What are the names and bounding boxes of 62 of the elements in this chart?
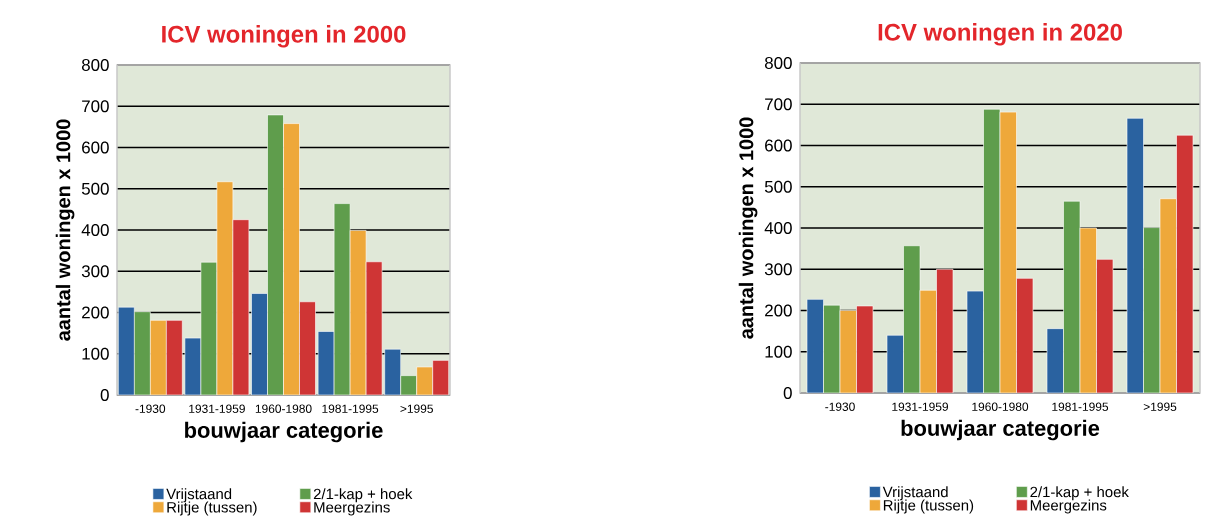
bar [299,301,316,395]
x-tick-label: 1931-1959 [189,404,245,413]
bar [251,293,268,395]
chart-title: ICV woningen in 2020 [878,23,1122,46]
y-axis-title: aantal woningen x 1000 [55,119,75,341]
legend-label: Meergezins [314,501,390,516]
y-tick-label: 300 [81,265,109,278]
x-tick-label: >1995 [400,404,433,413]
bar [1063,201,1081,393]
bar [983,109,1001,393]
y-tick-label: 600 [765,139,792,152]
bar [150,320,167,395]
y-tick-label: 800 [764,57,792,70]
legend-label: Rijtje (tussen) [883,499,974,514]
y-tick-label: 100 [765,345,792,358]
y-tick-label: 100 [82,347,109,360]
y-tick-label: 400 [81,224,109,237]
bar [134,311,151,395]
legend-label: 2/1-kap + hoek [1030,486,1129,501]
bar [118,307,135,395]
bar [267,114,284,395]
y-tick-label: 500 [764,180,792,193]
legend-label: Vrijstaand [882,486,948,501]
x-tick-label: 1960-1980 [255,404,312,413]
x-tick-label: -1930 [135,404,166,413]
bar [1000,112,1017,393]
bar [384,348,401,395]
y-tick-label: 800 [81,59,109,72]
y-tick-label: 0 [100,389,109,401]
bar [903,245,921,393]
y-tick-label: 0 [783,387,792,399]
y-tick-label: 300 [764,263,792,276]
x-tick-label: -1930 [825,402,855,411]
bar [1096,259,1114,393]
bar [1016,278,1034,393]
bar [166,320,183,395]
bar [1143,227,1161,393]
bar [1159,198,1177,393]
bar [936,269,954,393]
chart-title: ICV woningen in 2000 [162,25,406,48]
y-tick-label: 500 [81,182,109,195]
x-tick-label: 1981-1995 [1052,402,1109,411]
x-axis-title: bouwjaar categorie [901,419,1100,441]
y-tick-label: 700 [82,100,109,113]
bar [1126,117,1144,393]
bar [1176,134,1194,393]
y-tick-label: 200 [765,304,792,317]
x-tick-label: 1931-1959 [892,402,949,411]
x-axis-title: bouwjaar categorie [185,421,383,443]
y-tick-label: 600 [82,141,109,154]
y-tick-label: 400 [764,222,792,235]
bar [283,123,300,395]
y-tick-label: 700 [765,98,792,111]
y-axis-title: aantal woningen x 1000 [738,117,758,339]
x-tick-label: >1995 [1143,402,1177,411]
legend-label: Meergezins [1030,499,1107,514]
legend-label: Rijtje (tussen) [167,501,257,516]
legend-label: Vrijstaand [166,488,232,503]
y-tick-label: 200 [82,306,109,319]
x-tick-label: 1981-1995 [322,404,379,413]
x-tick-label: 1960-1980 [972,402,1029,411]
bar [1080,228,1097,393]
